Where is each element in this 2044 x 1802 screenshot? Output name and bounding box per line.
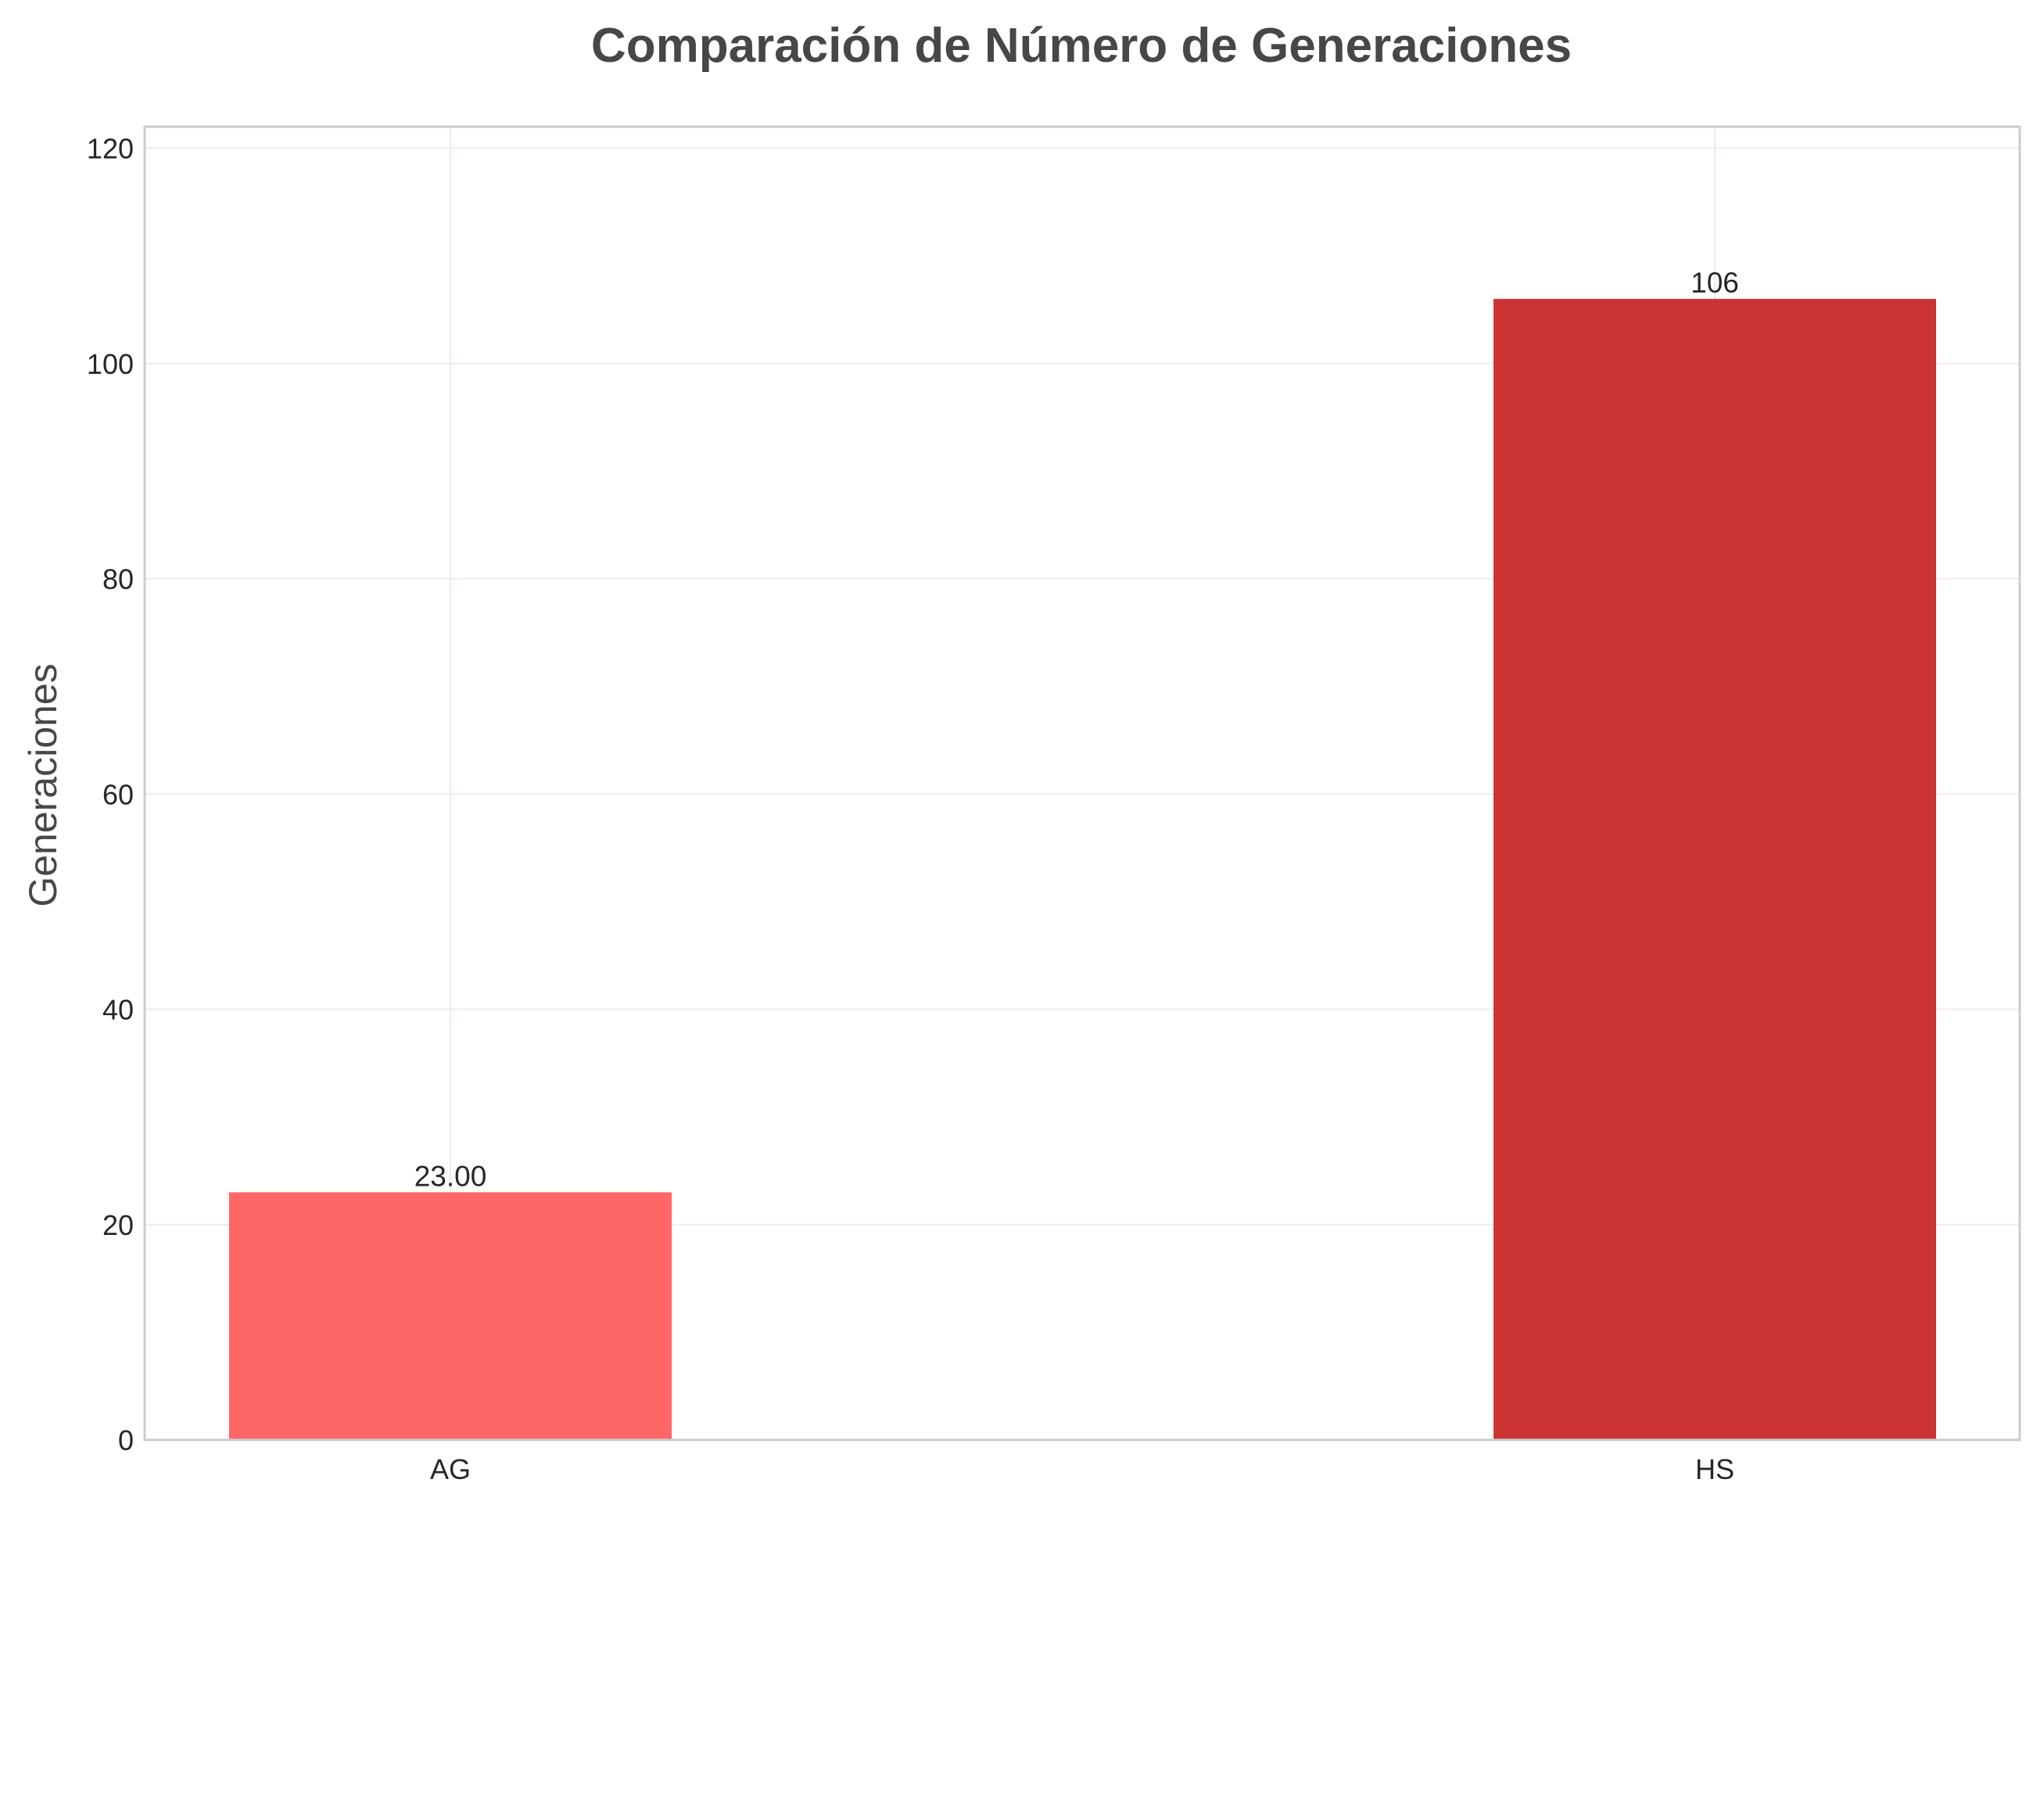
value-label-hs: 106 (1691, 267, 1739, 299)
y-tick-label: 100 (87, 348, 134, 380)
y-tick-label: 40 (102, 994, 134, 1026)
y-tick-label: 120 (87, 133, 134, 165)
x-axis-ticks: AG HS (430, 1453, 1734, 1485)
x-tick-label-hs: HS (1695, 1453, 1734, 1485)
y-tick-label: 0 (118, 1424, 134, 1456)
plot-area-frame (143, 125, 2021, 1441)
value-labels: 23.00 106 (414, 267, 1739, 1192)
bar-ag (229, 1192, 672, 1440)
y-tick-label: 60 (102, 778, 134, 810)
y-tick-label: 20 (102, 1209, 134, 1241)
bar-hs (1494, 299, 1936, 1440)
y-tick-label: 80 (102, 563, 134, 595)
y-axis-label: Generaciones (21, 663, 65, 906)
y-axis-ticks: 0 20 40 60 80 100 120 (87, 133, 134, 1456)
x-tick-label-ag: AG (430, 1453, 471, 1485)
chart-title: Comparación de Número de Generaciones (591, 19, 1572, 73)
bars (229, 299, 1936, 1440)
value-label-ag: 23.00 (414, 1160, 487, 1192)
